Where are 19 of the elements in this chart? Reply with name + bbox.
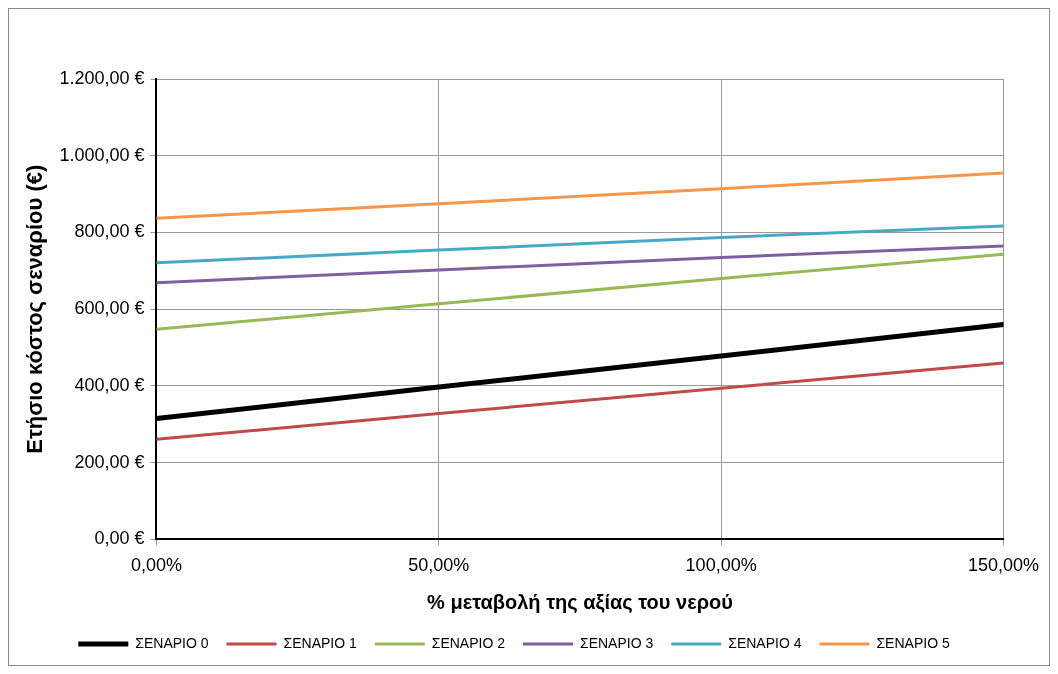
y-tick-label: 600,00 € [74, 298, 145, 319]
y-tick-label: 400,00 € [74, 374, 145, 395]
y-tick-label: 200,00 € [74, 451, 145, 472]
y-tick-label: 1.200,00 € [59, 67, 145, 88]
x-tick-label: 100,00% [685, 555, 757, 576]
legend-label: ΣΕΝΑΡΙΟ 0 [135, 634, 209, 651]
x-tick-label: 50,00% [408, 555, 470, 576]
y-tick-label: 800,00 € [74, 221, 145, 242]
x-tick-label: 150,00% [967, 555, 1039, 576]
legend-label: ΣΕΝΑΡΙΟ 1 [283, 634, 357, 651]
legend-label: ΣΕΝΑΡΙΟ 5 [876, 634, 950, 651]
legend-label: ΣΕΝΑΡΙΟ 2 [431, 634, 506, 651]
x-axis-title: % μεταβολή της αξίας του νερού [427, 590, 733, 613]
x-tick-label: 0,00% [130, 555, 182, 576]
y-tick-label: 1.000,00 € [59, 144, 145, 165]
y-tick-label: 0,00 € [94, 528, 145, 549]
legend-label: ΣΕΝΑΡΙΟ 4 [728, 634, 802, 651]
legend-label: ΣΕΝΑΡΙΟ 3 [580, 634, 654, 651]
y-axis-title: Ετήσιο κόστος σεναρίου (€) [22, 164, 48, 454]
